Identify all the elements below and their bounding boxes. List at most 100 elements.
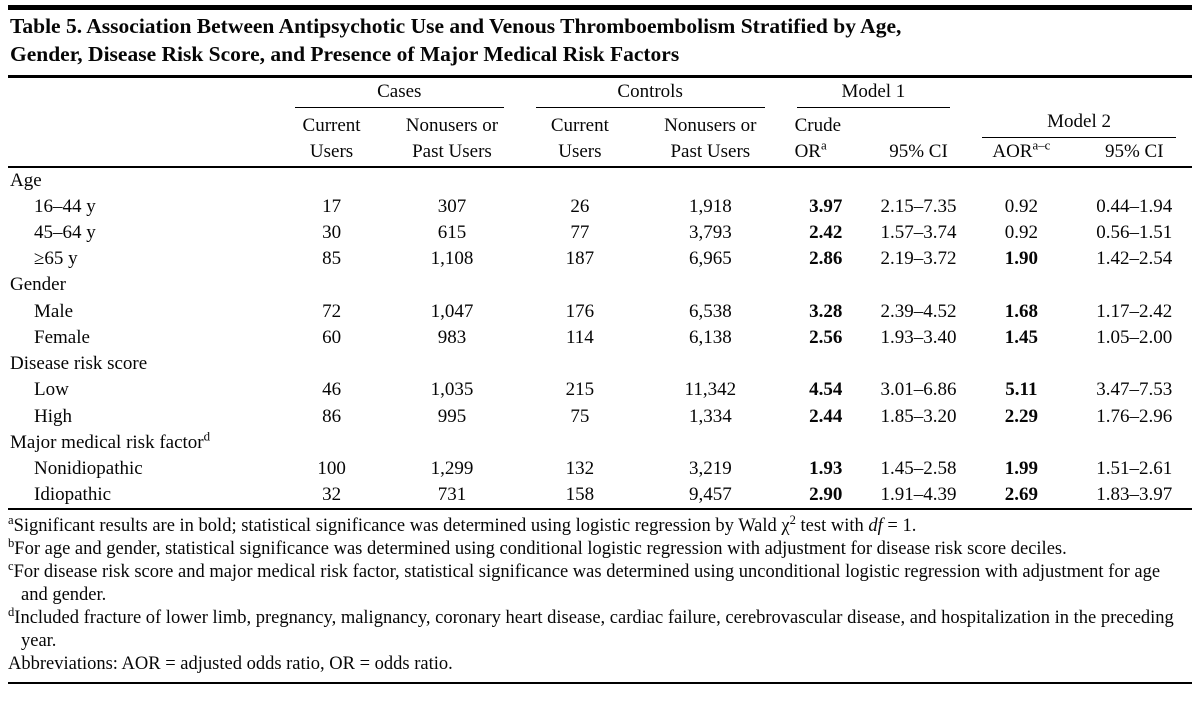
aor-value: 1.99 bbox=[1004, 457, 1038, 479]
table-title: Table 5. Association Between Antipsychot… bbox=[8, 10, 1192, 75]
header-sub-row-2: AORa–c 95% CI bbox=[8, 138, 1192, 168]
crude-ci-value: 1.57–3.74 bbox=[880, 221, 957, 243]
col-group-model1: Model 1 bbox=[781, 78, 967, 109]
controls-current-value: 158 bbox=[565, 484, 595, 506]
controls-nonusers-value: 6,538 bbox=[688, 300, 732, 322]
controls-nonusers-value: 3,793 bbox=[688, 221, 732, 243]
crude-or-value: 2.86 bbox=[809, 248, 843, 270]
aor-value: 0.92 bbox=[1004, 221, 1038, 243]
aor-ci-value: 1.17–2.42 bbox=[1096, 300, 1173, 322]
cases-nonusers-value: 731 bbox=[437, 484, 467, 506]
chi-squared-superscript: 2 bbox=[789, 513, 796, 528]
row-label: 16–44 y bbox=[34, 195, 96, 217]
table-end-rule bbox=[8, 508, 1192, 511]
cases-nonusers-value: 1,047 bbox=[430, 300, 474, 322]
cases-current-value: 72 bbox=[322, 300, 342, 322]
controls-current-value: 132 bbox=[565, 457, 595, 479]
aor-ci-value: 1.76–2.96 bbox=[1096, 405, 1173, 427]
cases-current-value: 85 bbox=[322, 248, 342, 270]
aor-ci-value: 1.05–2.00 bbox=[1096, 326, 1173, 348]
controls-nonusers-value: 11,342 bbox=[684, 379, 737, 401]
df-italic: df bbox=[868, 516, 883, 537]
crude-ci-value: 1.45–2.58 bbox=[880, 457, 957, 479]
section-row-major-medical-risk-factor: Major medical risk factord bbox=[8, 430, 1192, 456]
table-title-line1: Table 5. Association Between Antipsychot… bbox=[10, 14, 902, 38]
controls-current-value: 75 bbox=[570, 405, 590, 427]
table-title-line2: Gender, Disease Risk Score, and Presence… bbox=[10, 41, 680, 66]
crude-or-value: 3.97 bbox=[809, 195, 843, 217]
controls-current-value: 215 bbox=[565, 379, 595, 401]
controls-current-value: 26 bbox=[570, 195, 590, 217]
row-label: ≥65 y bbox=[34, 248, 78, 270]
col-group-controls: Controls bbox=[520, 78, 781, 109]
crude-ci-value: 2.15–7.35 bbox=[880, 195, 957, 217]
cases-nonusers-value: 1,035 bbox=[430, 379, 474, 401]
aor-value: 1.68 bbox=[1004, 300, 1038, 322]
col-header-cases-nonusers: Nonusers or Past Users bbox=[384, 108, 520, 168]
controls-current-value: 187 bbox=[565, 248, 595, 270]
controls-nonusers-value: 1,334 bbox=[688, 405, 732, 427]
footnote-d: dIncluded fracture of lower limb, pregna… bbox=[8, 604, 1174, 652]
crude-or-value: 3.28 bbox=[809, 300, 843, 322]
table5: Cases Controls Model 1 Current Users Non… bbox=[8, 77, 1192, 509]
footnote-a: aSignificant results are in bold; statis… bbox=[8, 513, 917, 537]
abbreviations-line: Abbreviations: AOR = adjusted odds ratio… bbox=[8, 654, 453, 674]
top-rule bbox=[8, 5, 1192, 10]
cases-nonusers-value: 983 bbox=[437, 326, 467, 348]
crude-or-value: 2.90 bbox=[809, 484, 843, 506]
section-row-gender: Gender bbox=[8, 272, 1192, 298]
controls-current-value: 77 bbox=[570, 221, 590, 243]
aor-ci-value: 0.56–1.51 bbox=[1096, 221, 1173, 243]
row-high: High 86 995 75 1,334 2.44 1.85–3.20 2.29… bbox=[8, 404, 1192, 430]
col-group-model2: Model 2 bbox=[966, 108, 1192, 139]
col-group-model2-spacer bbox=[966, 78, 1192, 108]
col-header-cases-current: Current Users bbox=[278, 108, 385, 168]
cases-current-value: 86 bbox=[322, 405, 342, 427]
aor-value: 0.92 bbox=[1004, 195, 1038, 217]
row-label: Male bbox=[34, 300, 74, 322]
header-sub-row-1: Current Users Nonusers or Past Users Cur… bbox=[8, 108, 1192, 168]
cases-nonusers-value: 1,108 bbox=[430, 248, 474, 270]
aor-ci-value: 1.51–2.61 bbox=[1096, 457, 1173, 479]
crude-or-superscript: a bbox=[820, 137, 827, 153]
cases-current-value: 100 bbox=[317, 457, 346, 479]
footnote-b: bFor age and gender, statistical signifi… bbox=[8, 536, 1067, 560]
row-age-16-44: 16–44 y 17 307 26 1,918 3.97 2.15–7.35 0… bbox=[8, 194, 1192, 220]
row-idiopathic: Idiopathic 32 731 158 9,457 2.90 1.91–4.… bbox=[8, 482, 1192, 508]
crude-or-value: 2.44 bbox=[809, 405, 843, 427]
controls-nonusers-value: 6,138 bbox=[688, 326, 732, 348]
row-age-45-64: 45–64 y 30 615 77 3,793 2.42 1.57–3.74 0… bbox=[8, 220, 1192, 246]
section-label: Gender bbox=[10, 274, 66, 296]
header-group-row: Cases Controls Model 1 bbox=[8, 77, 1192, 168]
controls-current-value: 176 bbox=[565, 300, 595, 322]
cases-current-value: 32 bbox=[322, 484, 342, 506]
cases-current-value: 46 bbox=[322, 379, 342, 401]
title-rule bbox=[8, 74, 1192, 78]
crude-ci-value: 2.19–3.72 bbox=[880, 248, 957, 270]
row-label: Low bbox=[34, 379, 69, 401]
section-label: Age bbox=[10, 169, 42, 191]
controls-nonusers-value: 6,965 bbox=[688, 248, 732, 270]
aor-ci-value: 1.42–2.54 bbox=[1096, 248, 1173, 270]
crude-ci-value: 3.01–6.86 bbox=[880, 379, 957, 401]
footnote-d-marker: d bbox=[8, 604, 15, 619]
cases-nonusers-value: 1,299 bbox=[430, 457, 474, 479]
cases-current-value: 17 bbox=[322, 195, 342, 217]
aor-value: 1.45 bbox=[1004, 326, 1038, 348]
crude-ci-value: 1.85–3.20 bbox=[880, 405, 957, 427]
row-label: High bbox=[34, 405, 72, 427]
cases-nonusers-value: 307 bbox=[437, 195, 467, 217]
col-header-model2-ci: 95% CI bbox=[1076, 138, 1192, 168]
cases-current-value: 60 bbox=[322, 326, 342, 348]
controls-nonusers-value: 1,918 bbox=[688, 195, 732, 217]
col-header-controls-current: Current Users bbox=[519, 108, 641, 168]
aor-ci-value: 1.83–3.97 bbox=[1096, 484, 1173, 506]
section-superscript: d bbox=[203, 429, 211, 444]
aor-value: 1.90 bbox=[1004, 248, 1038, 270]
footnote-c: cFor disease risk score and major medica… bbox=[8, 559, 1161, 606]
cases-nonusers-value: 995 bbox=[437, 405, 467, 427]
crude-or-value: 4.54 bbox=[809, 379, 843, 401]
col-header-model1-ci: 95% CI bbox=[870, 108, 967, 168]
col-header-crude-or: Crude ORa bbox=[780, 108, 871, 168]
